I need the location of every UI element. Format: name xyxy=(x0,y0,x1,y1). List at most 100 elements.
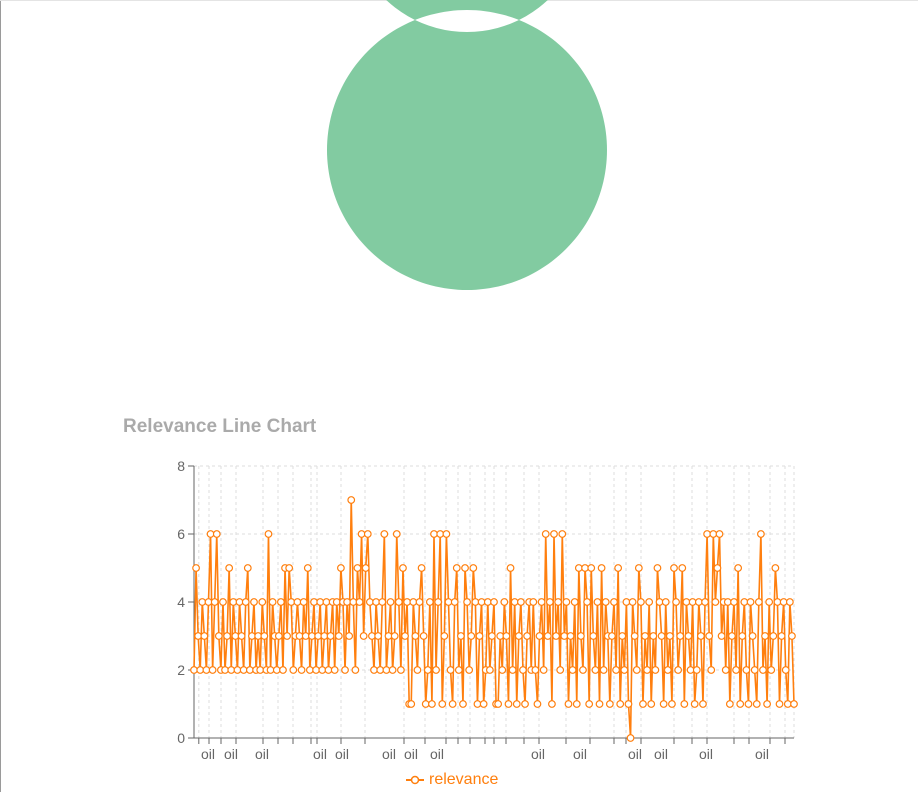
data-point[interactable] xyxy=(761,632,769,640)
data-point[interactable] xyxy=(593,598,602,606)
data-point[interactable] xyxy=(390,632,399,640)
data-point[interactable] xyxy=(297,666,306,674)
data-point[interactable] xyxy=(605,700,614,708)
data-point[interactable] xyxy=(634,564,643,572)
data-point[interactable] xyxy=(614,564,623,572)
data-point[interactable] xyxy=(682,598,691,606)
data-point[interactable] xyxy=(734,564,743,572)
data-point[interactable] xyxy=(485,666,494,674)
data-point[interactable] xyxy=(401,632,409,640)
data-point[interactable] xyxy=(442,530,451,538)
data-point[interactable] xyxy=(643,666,651,674)
data-point[interactable] xyxy=(533,700,542,708)
data-point[interactable] xyxy=(413,666,422,674)
data-point[interactable] xyxy=(572,700,581,708)
data-point[interactable] xyxy=(657,632,666,640)
data-point[interactable] xyxy=(775,700,784,708)
data-point[interactable] xyxy=(514,632,523,640)
data-point[interactable] xyxy=(434,598,443,606)
data-point[interactable] xyxy=(647,700,656,708)
data-point[interactable] xyxy=(359,632,368,640)
data-point[interactable] xyxy=(723,598,732,606)
data-point[interactable] xyxy=(748,632,757,640)
data-point[interactable] xyxy=(715,530,724,538)
data-point[interactable] xyxy=(454,666,463,674)
data-point[interactable] xyxy=(688,598,697,606)
data-point[interactable] xyxy=(190,666,198,674)
data-point[interactable] xyxy=(597,564,606,572)
data-point[interactable] xyxy=(210,598,219,606)
data-point[interactable] xyxy=(248,632,256,640)
data-point[interactable] xyxy=(558,530,567,538)
data-point[interactable] xyxy=(419,632,428,640)
data-point[interactable] xyxy=(461,564,469,572)
data-point[interactable] xyxy=(399,564,407,572)
data-point[interactable] xyxy=(392,530,401,538)
data-point[interactable] xyxy=(678,564,687,572)
data-point[interactable] xyxy=(523,632,531,640)
data-point[interactable] xyxy=(670,564,678,572)
data-point[interactable] xyxy=(361,564,370,572)
data-point[interactable] xyxy=(680,700,689,708)
data-point[interactable] xyxy=(438,700,447,708)
data-point[interactable] xyxy=(564,700,573,708)
data-point[interactable] xyxy=(746,598,755,606)
data-point[interactable] xyxy=(504,700,513,708)
data-point[interactable] xyxy=(639,700,647,708)
data-point[interactable] xyxy=(620,666,629,674)
data-point[interactable] xyxy=(725,700,734,708)
data-point[interactable] xyxy=(330,666,339,674)
data-point[interactable] xyxy=(192,564,200,572)
data-point[interactable] xyxy=(690,700,699,708)
data-point[interactable] xyxy=(341,666,349,674)
data-point[interactable] xyxy=(697,632,705,640)
data-point[interactable] xyxy=(299,598,308,606)
data-point[interactable] xyxy=(554,598,563,606)
data-point[interactable] xyxy=(200,632,209,640)
data-point[interactable] xyxy=(475,632,484,640)
data-point[interactable] xyxy=(744,700,753,708)
data-point[interactable] xyxy=(517,598,525,606)
data-point[interactable] xyxy=(676,632,685,640)
data-point[interactable] xyxy=(701,598,709,606)
data-point[interactable] xyxy=(229,598,238,606)
data-point[interactable] xyxy=(394,598,403,606)
data-point[interactable] xyxy=(237,632,246,640)
data-point[interactable] xyxy=(415,598,424,606)
chart-legend[interactable]: relevance xyxy=(405,771,498,789)
data-point[interactable] xyxy=(587,564,596,572)
donut-slice[interactable] xyxy=(327,0,607,290)
data-point[interactable] xyxy=(763,700,771,708)
data-point[interactable] xyxy=(459,700,467,708)
data-point[interactable] xyxy=(562,598,571,606)
data-point[interactable] xyxy=(326,632,335,640)
data-point[interactable] xyxy=(757,530,765,538)
data-point[interactable] xyxy=(541,530,550,538)
data-point[interactable] xyxy=(353,564,362,572)
data-point[interactable] xyxy=(591,666,600,674)
data-point[interactable] xyxy=(469,564,478,572)
data-point[interactable] xyxy=(510,598,519,606)
data-point[interactable] xyxy=(467,632,476,640)
data-point[interactable] xyxy=(490,598,498,606)
data-point[interactable] xyxy=(616,700,625,708)
data-point[interactable] xyxy=(699,700,707,708)
data-point[interactable] xyxy=(736,700,745,708)
data-point[interactable] xyxy=(446,666,455,674)
data-point[interactable] xyxy=(566,632,575,640)
data-point[interactable] xyxy=(351,666,360,674)
data-point[interactable] xyxy=(659,700,668,708)
data-point[interactable] xyxy=(204,598,213,606)
data-point[interactable] xyxy=(488,632,496,640)
data-point[interactable] xyxy=(225,564,234,572)
data-point[interactable] xyxy=(277,598,285,606)
data-point[interactable] xyxy=(777,632,786,640)
data-point[interactable] xyxy=(260,632,269,640)
data-point[interactable] xyxy=(457,632,465,640)
data-point[interactable] xyxy=(767,666,776,674)
data-point[interactable] xyxy=(730,598,738,606)
data-point[interactable] xyxy=(411,632,420,640)
data-point[interactable] xyxy=(289,666,298,674)
data-point[interactable] xyxy=(543,632,552,640)
data-point[interactable] xyxy=(637,598,645,606)
